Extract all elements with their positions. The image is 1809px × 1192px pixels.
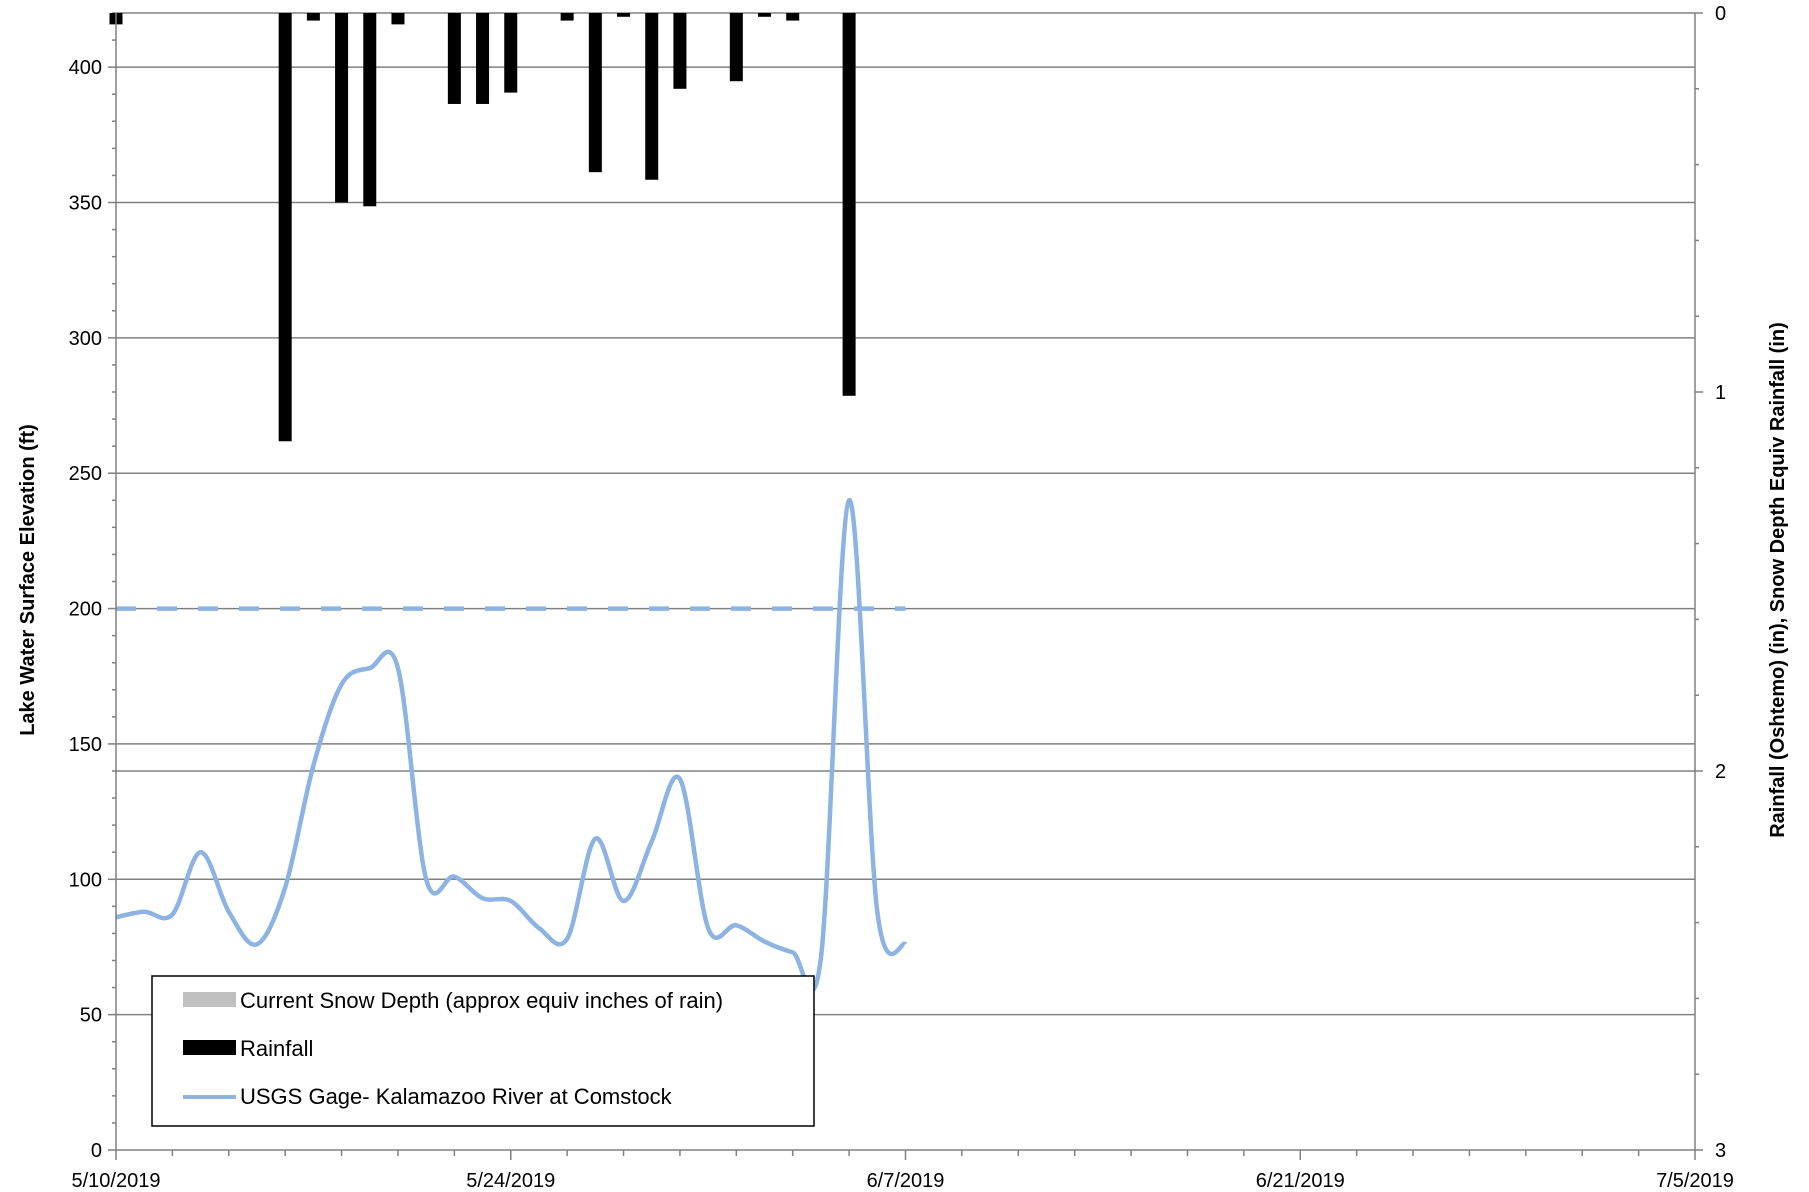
gage-series-line <box>115 498 908 993</box>
rainfall-bar <box>278 13 292 442</box>
y-right-tick-label: 2 <box>1715 761 1726 783</box>
tick-labels: 0 50 100 150 200 250 300 350 400 0 1 2 3 5/10/2019 5/2… <box>69 3 1734 1192</box>
y-left-tick-label: 50 <box>80 1005 102 1027</box>
rainfall-bar <box>758 13 772 17</box>
y-left-tick-label: 250 <box>69 463 102 485</box>
x-tick-label: 7/5/2019 <box>1656 1170 1734 1192</box>
rainfall-bar <box>363 13 377 207</box>
axes <box>115 13 1696 1151</box>
legend-label-rainfall: Rainfall <box>240 1036 313 1061</box>
legend-swatch-rainfall <box>183 1040 236 1055</box>
y-left-tick-label: 350 <box>69 193 102 215</box>
rainfall-bar <box>391 13 405 25</box>
legend-swatch-snow <box>183 992 236 1007</box>
gridlines <box>116 12 1695 1016</box>
rainfall-bar <box>476 13 490 104</box>
x-tick-label: 6/21/2019 <box>1256 1170 1345 1192</box>
gage-line <box>115 498 908 993</box>
y-left-tick-label: 200 <box>69 599 102 621</box>
y-left-axis-title: Lake Water Surface Elevation (ft) <box>17 424 39 736</box>
y-left-tick-label: 400 <box>69 57 102 79</box>
y-left-tick-label: 300 <box>69 328 102 350</box>
rainfall-bar <box>588 13 602 173</box>
y-left-tick-label: 100 <box>69 869 102 891</box>
rainfall-bar <box>306 13 320 21</box>
legend: Current Snow Depth (approx equiv inches … <box>151 975 815 1127</box>
rainfall-bar <box>617 13 631 17</box>
y-right-axis-title: Rainfall (Oshtemo) (in), Snow Depth Equi… <box>1767 322 1789 838</box>
rainfall-bar <box>447 13 461 104</box>
rainfall-bar <box>729 13 743 82</box>
legend-box <box>151 975 815 1127</box>
x-tick-label: 6/7/2019 <box>867 1170 945 1192</box>
x-tick-label: 5/24/2019 <box>466 1170 555 1192</box>
legend-label-gage: USGS Gage- Kalamazoo River at Comstock <box>240 1084 673 1109</box>
rainfall-bar <box>645 13 659 180</box>
x-tick-label: 5/10/2019 <box>72 1170 161 1192</box>
y-left-tick-label: 150 <box>69 734 102 756</box>
rainfall-bar <box>842 13 856 396</box>
rainfall-bar <box>504 13 518 93</box>
rainfall-bar <box>673 13 687 89</box>
rainfall-bar <box>786 13 800 21</box>
y-left-tick-label: 0 <box>91 1140 102 1162</box>
rainfall-bar <box>335 13 349 203</box>
rainfall-bar <box>560 13 574 21</box>
legend-label-snow: Current Snow Depth (approx equiv inches … <box>240 988 723 1013</box>
y-right-tick-label: 0 <box>1715 3 1726 25</box>
y-right-tick-label: 1 <box>1715 382 1726 404</box>
y-right-tick-label: 3 <box>1715 1140 1726 1162</box>
rainfall-bars <box>109 13 856 442</box>
